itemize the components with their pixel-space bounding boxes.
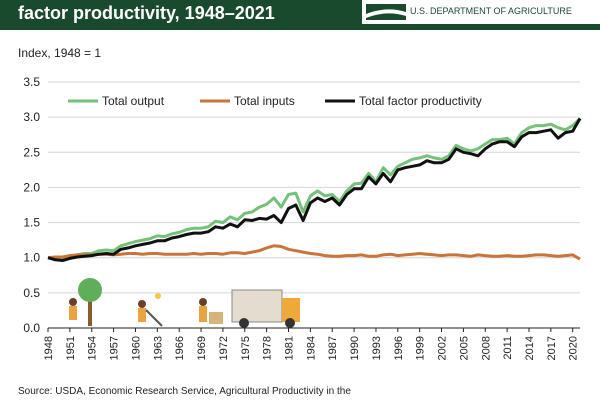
x-tick-label: 1975 — [240, 336, 252, 360]
worker-cart-icon — [199, 298, 223, 324]
series-line-1 — [47, 244, 581, 261]
x-tick-label: 2020 — [568, 336, 580, 360]
y-tick-label: 1.5 — [23, 216, 40, 230]
legend-label-0: Total output — [102, 94, 165, 108]
x-tick-label: 1960 — [130, 336, 142, 360]
chart-title: factor productivity, 1948–2021 — [18, 3, 275, 23]
x-tick-label: 1951 — [65, 336, 77, 360]
x-tick-label: 1993 — [371, 336, 383, 360]
x-tick-label: 1978 — [262, 336, 274, 360]
x-tick-label: 1948 — [43, 336, 55, 360]
y-tick-label: 0.0 — [23, 321, 40, 335]
x-tick-label: 1969 — [196, 336, 208, 360]
usda-logo: U.S. DEPARTMENT OF AGRICULTURE — [362, 0, 600, 24]
x-tick-label: 1954 — [87, 336, 99, 360]
series-line-2 — [47, 117, 582, 262]
y-tick-label: 0.5 — [23, 286, 40, 300]
y-tick-label: 2.0 — [23, 180, 40, 194]
x-tick-label: 1984 — [305, 336, 317, 360]
source-note: Source: USDA, Economic Research Service,… — [18, 386, 351, 397]
x-tick-label: 1987 — [327, 336, 339, 360]
usda-logo-text: U.S. DEPARTMENT OF AGRICULTURE — [410, 6, 572, 16]
series-line-0 — [47, 117, 582, 261]
x-tick-label: 2011 — [502, 336, 514, 360]
usda-logo-icon — [366, 4, 406, 20]
legend-label-1: Total inputs — [234, 94, 295, 108]
x-tick-label: 2014 — [524, 336, 536, 360]
x-tick-label: 1990 — [349, 336, 361, 360]
y-tick-label: 3.5 — [23, 75, 40, 89]
x-tick-label: 1972 — [218, 336, 230, 360]
y-tick-label: 3.0 — [23, 110, 40, 124]
x-tick-label: 1966 — [174, 336, 186, 360]
x-tick-label: 2017 — [546, 336, 558, 360]
x-tick-label: 2008 — [480, 336, 492, 360]
x-tick-label: 2005 — [458, 336, 470, 360]
farmer-tree-icon — [69, 278, 102, 326]
x-tick-label: 1981 — [283, 336, 295, 360]
farmer-raking-icon — [138, 293, 163, 327]
x-tick-label: 1999 — [415, 336, 427, 360]
x-tick-label: 2002 — [437, 336, 449, 360]
x-tick-label: 1996 — [393, 336, 405, 360]
y-tick-label: 1.0 — [23, 251, 40, 265]
y-axis-label: Index, 1948 = 1 — [18, 46, 101, 60]
x-tick-label: 1963 — [152, 336, 164, 360]
legend-label-2: Total factor productivity — [359, 94, 482, 108]
y-tick-label: 2.5 — [23, 145, 40, 159]
delivery-truck-icon — [231, 289, 300, 328]
x-tick-label: 1957 — [109, 336, 121, 360]
